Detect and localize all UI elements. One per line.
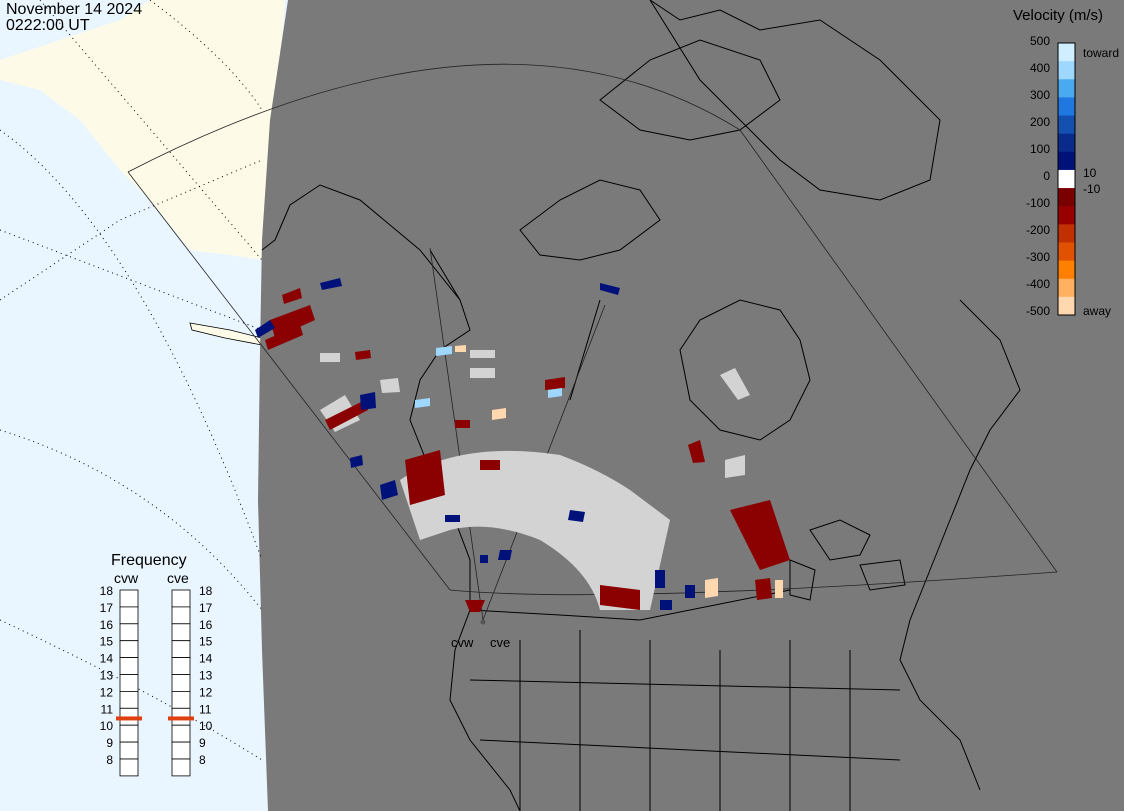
velocity-color-swatch (1058, 151, 1075, 171)
frequency-tick-left: 11 (101, 702, 114, 716)
velocity-bar-frame (1057, 42, 1076, 316)
frequency-gauge-cell (119, 691, 139, 709)
velocity-color-swatch (1058, 242, 1075, 262)
threshold-positive-label: 10 (1083, 166, 1097, 180)
away-label: away (1083, 304, 1111, 318)
frequency-gauge-cell (171, 674, 191, 692)
frequency-tick-left: 8 (106, 753, 113, 767)
velocity-color-swatch (1058, 224, 1075, 243)
velocity-tick-label: 300 (1030, 88, 1050, 102)
velocity-color-swatch (1058, 278, 1075, 298)
radar-label-cvw: cvw (451, 635, 474, 650)
velocity-color-swatch (1058, 97, 1075, 117)
frequency-marker (168, 716, 194, 721)
velocity-color-swatch (1058, 260, 1075, 280)
velocity-tick-label: 0 (1043, 169, 1050, 183)
toward-label: toward (1083, 46, 1119, 60)
frequency-panel: Frequency cvw cve 18 18 17 17 16 16 15 15 14 14 13… (100, 552, 213, 777)
frequency-title: Frequency (111, 552, 187, 569)
frequency-gauge-cell (119, 623, 139, 642)
frequency-gauge-cell (119, 589, 139, 608)
frequency-gauge-cell (171, 691, 191, 709)
frequency-marker (116, 716, 142, 721)
frequency-tick-left: 18 (100, 584, 114, 598)
frequency-gauge-cell (119, 640, 139, 659)
radar-label-cve: cve (490, 635, 510, 650)
date-label: November 14 2024 (6, 1, 143, 18)
lat-lon-grid (0, 0, 263, 761)
frequency-tick-left: 10 (100, 719, 114, 733)
velocity-color-swatch (1058, 133, 1075, 153)
frequency-tick-right: 17 (199, 601, 213, 615)
away-velocity-cells (265, 288, 790, 612)
velocity-tick-label: 400 (1030, 61, 1050, 75)
frequency-radar-cve: cve (167, 570, 189, 586)
velocity-tick-label: -400 (1026, 277, 1050, 291)
frequency-tick-left: 14 (100, 652, 114, 666)
frequency-tick-left: 15 (100, 635, 114, 649)
frequency-tick-right: 11 (199, 702, 212, 716)
frequency-gauge-cell (171, 758, 191, 777)
frequency-tick-left: 9 (106, 736, 113, 750)
frequency-tick-right: 15 (199, 635, 213, 649)
velocity-tick-label: -300 (1026, 250, 1050, 264)
frequency-tick-right: 10 (199, 719, 213, 733)
velocity-color-swatch (1058, 206, 1075, 225)
velocity-color-swatch (1058, 188, 1075, 207)
threshold-negative-label: -10 (1083, 182, 1101, 196)
frequency-tick-left: 17 (100, 601, 114, 615)
light-velocity-cells (415, 345, 783, 598)
velocity-tick-label: -200 (1026, 223, 1050, 237)
time-label: 0222:00 UT (6, 17, 90, 34)
frequency-tick-right: 13 (199, 669, 213, 683)
velocity-tick-label: 100 (1030, 142, 1050, 156)
radar-site-marker (480, 619, 486, 625)
frequency-gauge-cell (119, 657, 139, 675)
frequency-gauge-cell (119, 674, 139, 692)
frequency-tick-left: 12 (100, 685, 114, 699)
ground-scatter (320, 350, 750, 610)
frequency-tick-right: 9 (199, 736, 206, 750)
velocity-color-swatch (1058, 296, 1075, 316)
frequency-gauge-cell (119, 724, 139, 743)
velocity-scale: Velocity (m/s) 500 400 300 200 100 0 -100 -200 -… (1013, 7, 1119, 318)
frequency-gauge-cell (119, 758, 139, 777)
frequency-gauge-cell (171, 724, 191, 743)
frequency-gauge-cell (171, 623, 191, 642)
frequency-gauge-cell (119, 606, 139, 625)
frequency-tick-right: 18 (199, 584, 213, 598)
velocity-scale-title: Velocity (m/s) (1013, 7, 1103, 24)
frequency-gauge-cell (171, 606, 191, 625)
coastlines (261, 0, 1021, 811)
toward-velocity-cells (255, 278, 695, 610)
velocity-tick-label: -500 (1026, 304, 1050, 318)
frequency-tick-right: 14 (199, 652, 213, 666)
velocity-color-swatch (1058, 115, 1075, 135)
velocity-tick-label: 500 (1030, 34, 1050, 48)
frequency-gauge-cell (171, 741, 191, 760)
daylight-land (0, 0, 285, 260)
velocity-tick-label: 200 (1030, 115, 1050, 129)
frequency-gauge-cell (171, 589, 191, 608)
frequency-tick-left: 13 (100, 669, 114, 683)
velocity-tick-label: -100 (1026, 196, 1050, 210)
frequency-gauge-cell (171, 657, 191, 675)
frequency-radar-cvw: cvw (114, 570, 139, 586)
velocity-color-swatch (1058, 169, 1075, 189)
frequency-tick-left: 16 (100, 618, 114, 632)
velocity-color-swatch (1058, 61, 1075, 80)
velocity-color-swatch (1058, 79, 1075, 98)
frequency-tick-right: 16 (199, 618, 213, 632)
frequency-gauge-cell (119, 741, 139, 760)
frequency-gauge-cell (171, 640, 191, 659)
nightside-region (258, 0, 1124, 811)
velocity-color-swatch (1058, 43, 1075, 62)
frequency-tick-right: 12 (199, 685, 213, 699)
frequency-tick-right: 8 (199, 753, 206, 767)
